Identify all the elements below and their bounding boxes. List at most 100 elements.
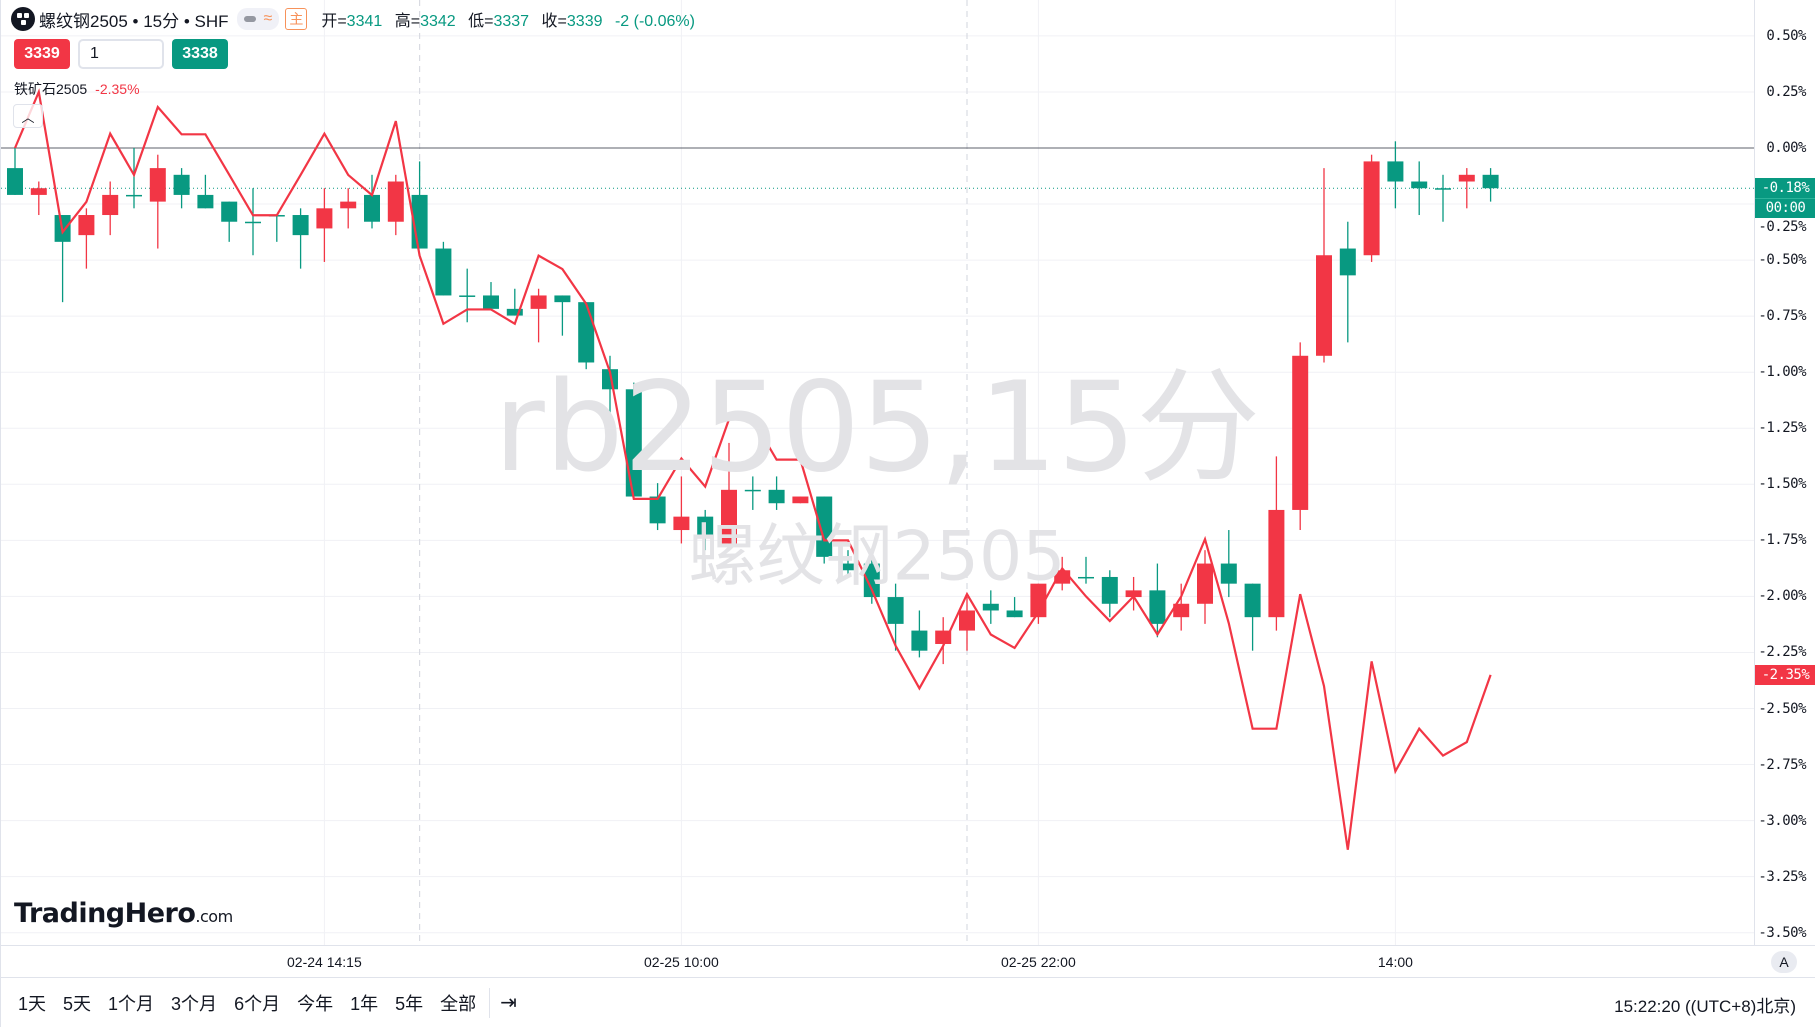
price-axis-label: 0.00% — [1766, 140, 1806, 156]
candle-body — [30, 188, 47, 195]
price-axis[interactable]: 0.50% 0.25% 0.00% -0.25% -0.50% -0.75% -1.00% -… — [1754, 0, 1815, 945]
time-axis-label: 14:00 — [1377, 954, 1413, 970]
candle-body — [7, 168, 23, 195]
candle-body — [578, 302, 595, 363]
candle-body — [173, 174, 190, 195]
logo-suffix: .com — [195, 907, 233, 926]
auto-scale-button[interactable]: A — [1771, 951, 1797, 973]
bottom-toolbar: 1天 5天 1个月 3个月 6个月 今年 1年 5年 全部 ⇥ 15:22:20 ((UTC+8… — [1, 978, 1815, 1027]
candle-body — [1220, 563, 1237, 584]
clock-timezone[interactable]: 15:22:20 ((UTC+8)北京) — [1614, 997, 1796, 1016]
candle-body — [1149, 590, 1166, 624]
candle-body — [1268, 509, 1285, 618]
candle-body — [863, 563, 880, 598]
close-value: 3339 — [566, 13, 603, 30]
candle-body — [149, 168, 166, 202]
candle-body — [1435, 188, 1451, 190]
candle-body — [887, 597, 904, 624]
candle-body — [1101, 576, 1118, 604]
candle-body — [744, 489, 761, 492]
open-value: 3341 — [346, 13, 383, 30]
candle-body — [1006, 610, 1023, 618]
candle-body — [364, 194, 380, 222]
current-pct: -0.18% — [1761, 180, 1810, 197]
time-axis-label: 02-25 10:00 — [644, 954, 719, 970]
low-value: 3337 — [493, 13, 530, 30]
calendar-arrow-icon[interactable]: ⇥ — [500, 992, 517, 1014]
range-button[interactable]: 6个月 — [234, 993, 281, 1014]
candle-body — [1244, 583, 1261, 618]
range-button[interactable]: 5年 — [395, 993, 424, 1014]
candle-body — [387, 181, 404, 222]
range-button[interactable]: 1年 — [350, 993, 379, 1014]
price-axis-label: -1.75% — [1758, 532, 1806, 549]
range-button[interactable]: 1个月 — [108, 993, 155, 1014]
compare-legend[interactable]: 铁矿石2505 -2.35% — [14, 79, 140, 99]
change-value: -2 (-0.06%) — [614, 13, 695, 30]
candle-body — [816, 496, 833, 557]
close-label: 收= — [541, 13, 567, 30]
candle-body — [340, 201, 357, 209]
candle-body — [316, 208, 333, 229]
logo-name: TradingHero — [14, 898, 196, 929]
candle-body — [911, 630, 928, 651]
high-label: 高= — [394, 13, 421, 30]
candle-body — [459, 295, 476, 297]
price-axis-label: -1.00% — [1758, 364, 1806, 381]
candle-body — [221, 201, 238, 222]
compare-value-badge: -2.35% — [1755, 664, 1815, 685]
price-chart[interactable] — [1, 0, 1754, 945]
candle-body — [1387, 161, 1404, 182]
candle-body — [435, 248, 452, 296]
candle-body — [697, 516, 714, 537]
compare-wave-icon: ≈ — [263, 10, 273, 27]
high-value: 3342 — [420, 13, 456, 30]
candle-body — [292, 215, 309, 236]
tradinghero-logo[interactable]: TradingHero.com — [14, 898, 233, 929]
time-axis-label: 02-24 14:15 — [287, 954, 362, 970]
symbol-title[interactable]: 螺纹钢2505 • 15分 • SHF — [39, 11, 229, 31]
range-button[interactable]: 5天 — [63, 993, 92, 1014]
time-axis[interactable]: A 02-24 14:15 02-25 10:00 02-25 22:00 14:00 — [1, 945, 1815, 978]
low-label: 低= — [468, 13, 494, 30]
legend-toggle[interactable]: ≈ — [236, 8, 280, 30]
candle-body — [959, 610, 975, 631]
candle-body — [982, 603, 999, 611]
time-axis-label: 02-25 22:00 — [1001, 954, 1076, 970]
chevron-up-icon: ︿ — [21, 109, 35, 125]
candle-body — [1078, 576, 1094, 579]
main-indicator-button[interactable]: 主 — [285, 8, 308, 30]
candle-body — [792, 496, 809, 504]
candle-body — [554, 295, 571, 303]
range-button[interactable]: 全部 — [440, 993, 477, 1014]
sell-button[interactable]: 3339 — [14, 39, 70, 69]
quantity-input[interactable] — [78, 39, 164, 69]
price-axis-label: -0.25% — [1758, 219, 1806, 236]
price-axis-label: 0.25% — [1766, 83, 1806, 100]
buy-button[interactable]: 3338 — [172, 39, 228, 69]
candle-body — [126, 194, 142, 197]
candle-body — [721, 489, 737, 544]
candle-body — [530, 295, 547, 309]
range-button[interactable]: 3个月 — [171, 993, 218, 1014]
range-button[interactable]: 今年 — [297, 993, 334, 1014]
toolbar-divider — [489, 987, 491, 1018]
compare-series-line — [13, 88, 1492, 850]
price-axis-label: -3.50% — [1758, 924, 1806, 941]
candle-body — [1316, 255, 1332, 356]
candle-body — [245, 221, 261, 224]
price-axis-label: -2.50% — [1758, 700, 1806, 717]
bar-countdown: 00:00 — [1755, 198, 1815, 218]
collapse-legend-button[interactable]: ︿ — [13, 104, 43, 128]
candle-body — [1458, 174, 1475, 182]
candle-body — [673, 516, 690, 531]
price-axis-label: 0.50% — [1766, 27, 1806, 44]
range-button[interactable]: 1天 — [18, 993, 47, 1014]
candle-body — [197, 194, 214, 209]
candle-body — [649, 496, 666, 524]
candle-body — [1482, 174, 1499, 189]
compare-change: -2.35% — [95, 81, 140, 97]
compare-symbol: 铁矿石2505 — [14, 81, 88, 97]
open-label: 开= — [321, 13, 347, 30]
price-axis-label: -2.25% — [1758, 644, 1806, 661]
